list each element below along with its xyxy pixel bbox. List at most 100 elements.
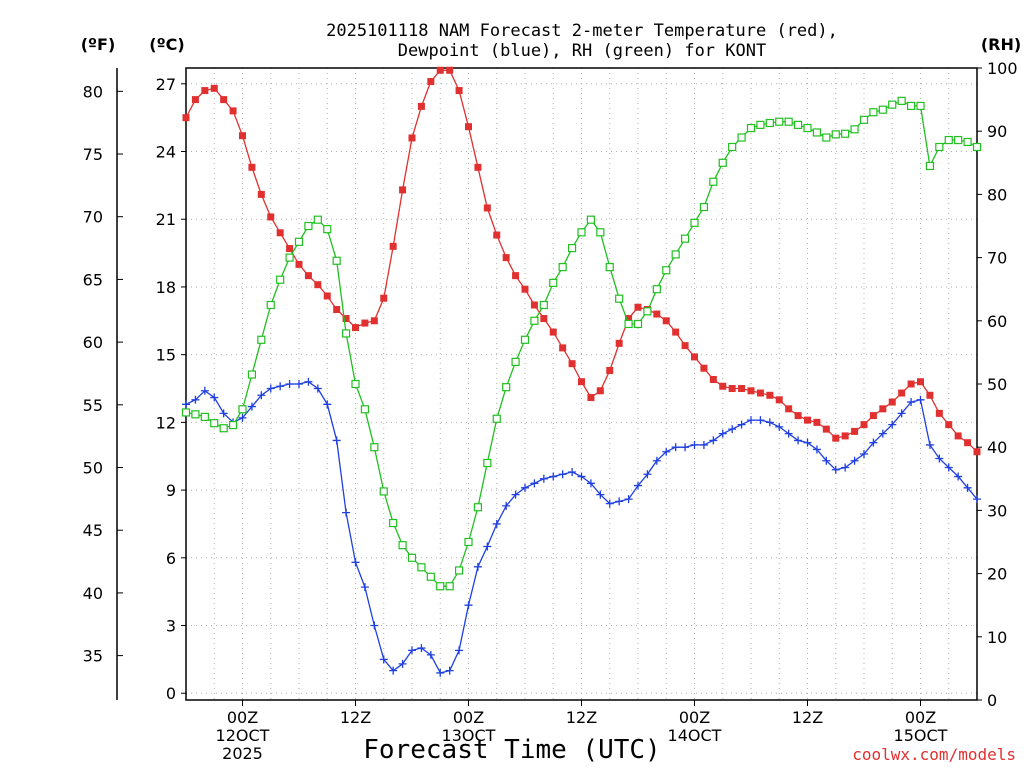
dewpoint-point xyxy=(577,472,586,481)
x-tick-label: 00Z xyxy=(905,708,936,727)
rh-point xyxy=(878,105,887,114)
rh-tick-label: 80 xyxy=(987,185,1007,204)
rh-point xyxy=(897,96,906,105)
temperature-point xyxy=(662,317,670,325)
dewpoint-point xyxy=(455,646,464,655)
rh-point xyxy=(238,405,247,414)
temperature-point xyxy=(634,303,642,311)
temperature-point xyxy=(530,301,538,309)
rh-point xyxy=(709,177,718,186)
dewpoint-point xyxy=(266,384,275,393)
temperature-point xyxy=(512,272,520,280)
temperature-point xyxy=(427,78,435,86)
temperature-point xyxy=(521,285,529,293)
rh-point xyxy=(662,266,671,275)
rh-point xyxy=(718,158,727,167)
dewpoint-point xyxy=(464,601,473,610)
x-tick-date-label: 15OCT xyxy=(894,726,948,745)
rh-point xyxy=(445,582,454,591)
dewpoint-point xyxy=(935,454,944,463)
temperature-point xyxy=(267,213,275,221)
temperature-point xyxy=(888,398,896,406)
temperature-point xyxy=(794,412,802,420)
dewpoint-point xyxy=(822,456,831,465)
rh-point xyxy=(530,316,539,325)
temperature-point xyxy=(672,328,680,336)
celsius-unit-label: (ºC) xyxy=(149,35,184,54)
rh-point xyxy=(728,142,737,152)
temperature-point xyxy=(775,396,783,404)
temperature-point xyxy=(804,416,811,424)
dewpoint-point xyxy=(426,650,435,659)
temperature-point xyxy=(681,342,689,350)
dewpoint-point xyxy=(794,436,803,445)
celsius-tick-label: 9 xyxy=(166,481,176,500)
rh-point xyxy=(181,408,191,417)
rh-point xyxy=(850,125,859,134)
temperature-point xyxy=(436,66,444,74)
temperature-point xyxy=(399,186,407,194)
dewpoint-point xyxy=(916,395,925,404)
rh-point xyxy=(906,101,916,111)
dewpoint-point xyxy=(398,659,407,668)
temperature-point xyxy=(851,427,859,435)
rh-tick-label: 100 xyxy=(987,59,1018,78)
rh-point xyxy=(379,487,388,496)
rh-point xyxy=(633,319,643,329)
rh-point xyxy=(520,335,530,344)
rh-point xyxy=(398,541,407,550)
fahrenheit-tick-label: 65 xyxy=(83,270,103,289)
dewpoint-point xyxy=(747,416,755,425)
temperature-point xyxy=(907,380,915,388)
temperature-point xyxy=(220,96,228,104)
temperature-point xyxy=(380,294,388,302)
rh-point xyxy=(266,300,275,310)
rh-point xyxy=(473,503,483,512)
rh-point xyxy=(596,228,605,237)
dewpoint-point xyxy=(690,440,699,449)
fahrenheit-tick-label: 70 xyxy=(83,208,103,227)
dewpoint-point xyxy=(511,490,520,499)
rh-point xyxy=(954,135,963,145)
dewpoint-point xyxy=(389,666,398,675)
temperature-point xyxy=(370,317,378,325)
rh-point xyxy=(803,123,812,133)
fahrenheit-tick-label: 75 xyxy=(83,145,103,164)
rh-point xyxy=(935,142,944,152)
temperature-point xyxy=(606,366,614,374)
rh-point xyxy=(549,278,558,287)
rh-point xyxy=(351,379,360,389)
x-tick-label: 00Z xyxy=(679,708,710,727)
rh-point xyxy=(624,319,633,329)
dewpoint-point xyxy=(210,393,219,402)
temperature-point xyxy=(201,87,209,95)
temperature-point xyxy=(964,439,972,447)
temperature-point xyxy=(954,432,962,440)
rh-point xyxy=(341,329,351,338)
chart-title-line-2: Dewpoint (blue), RH (green) for KONT xyxy=(398,41,766,61)
x-tick-date-label: 12OCT xyxy=(216,726,270,745)
temperature-point xyxy=(841,432,849,440)
dewpoint-point xyxy=(973,495,981,504)
rh-point xyxy=(323,225,332,234)
temperature-point xyxy=(973,448,981,456)
rh-point xyxy=(756,120,765,129)
dewpoint-point xyxy=(568,468,577,477)
temperature-point xyxy=(578,378,585,386)
rh-point xyxy=(417,563,426,572)
temperature-point xyxy=(879,405,887,413)
dewpoint-point xyxy=(408,646,416,655)
temperature-point xyxy=(785,405,793,413)
temperature-point xyxy=(832,434,840,442)
celsius-tick-label: 21 xyxy=(156,210,176,229)
temperature-point xyxy=(474,163,482,171)
temperature-point xyxy=(483,204,491,212)
temperature-point xyxy=(860,421,868,429)
dewpoint-point xyxy=(483,542,492,551)
rh-point xyxy=(492,414,501,423)
temperature-point xyxy=(455,87,463,95)
temperature-point xyxy=(756,389,764,397)
temperature-point xyxy=(361,319,369,327)
dewpoint-point xyxy=(624,495,633,504)
